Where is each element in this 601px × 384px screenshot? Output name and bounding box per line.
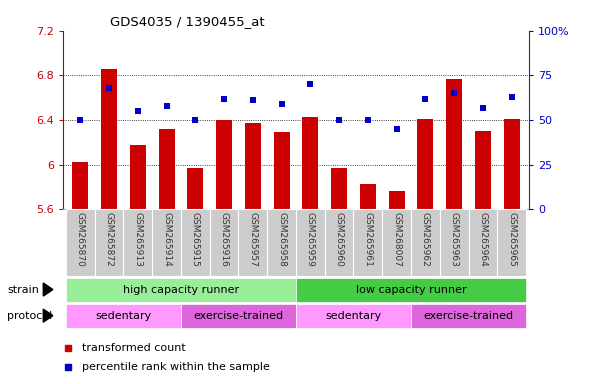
Text: exercise-trained: exercise-trained (194, 311, 284, 321)
Point (507, 94, 516, 100)
Text: sedentary: sedentary (325, 311, 382, 321)
Bar (130, 144, 146, 209)
Point (133, 108, 142, 114)
Text: low capacity runner: low capacity runner (356, 285, 466, 295)
Bar (331, 168, 347, 209)
Point (248, 97, 258, 103)
Bar (245, 123, 261, 209)
Point (450, 90, 459, 96)
Bar (446, 79, 462, 209)
Bar (325, 209, 353, 276)
Bar (296, 304, 411, 328)
Bar (296, 209, 325, 276)
Polygon shape (43, 283, 53, 296)
Bar (66, 209, 95, 276)
Text: GSM265913: GSM265913 (133, 212, 142, 267)
Bar (123, 209, 152, 276)
Bar (302, 117, 319, 209)
Bar (389, 192, 404, 209)
Text: GSM265959: GSM265959 (306, 212, 315, 267)
Text: GSM265872: GSM265872 (105, 212, 114, 267)
Text: GSM265965: GSM265965 (507, 212, 516, 267)
Text: GDS4035 / 1390455_at: GDS4035 / 1390455_at (110, 15, 264, 28)
Bar (210, 209, 239, 276)
Bar (73, 162, 88, 209)
Bar (101, 69, 117, 209)
Text: GSM265963: GSM265963 (450, 212, 459, 267)
Bar (497, 209, 526, 276)
Text: percentile rank within the sample: percentile rank within the sample (82, 362, 270, 372)
Point (305, 81, 315, 88)
Bar (469, 209, 497, 276)
Bar (296, 278, 526, 301)
Point (421, 96, 430, 102)
Bar (239, 209, 267, 276)
Bar (152, 209, 181, 276)
Text: GSM265964: GSM265964 (478, 212, 487, 267)
Bar (267, 209, 296, 276)
Bar (440, 209, 469, 276)
Text: GSM268007: GSM268007 (392, 212, 401, 267)
Bar (273, 132, 290, 209)
Point (334, 117, 344, 123)
Bar (418, 119, 433, 209)
Bar (475, 131, 491, 209)
Bar (411, 304, 526, 328)
Bar (66, 304, 181, 328)
Point (162, 103, 171, 109)
Text: high capacity runner: high capacity runner (123, 285, 239, 295)
Bar (411, 209, 440, 276)
Bar (360, 184, 376, 209)
Bar (188, 168, 203, 209)
Point (277, 101, 287, 107)
Text: GSM265961: GSM265961 (364, 212, 373, 267)
Text: protocol: protocol (7, 311, 52, 321)
Bar (95, 209, 123, 276)
Point (76, 117, 85, 123)
Bar (382, 209, 411, 276)
Bar (66, 278, 296, 301)
Text: GSM265914: GSM265914 (162, 212, 171, 267)
Point (105, 85, 114, 91)
Text: exercise-trained: exercise-trained (424, 311, 514, 321)
Text: GSM265916: GSM265916 (219, 212, 228, 267)
Text: sedentary: sedentary (96, 311, 151, 321)
Point (392, 126, 401, 132)
Text: strain: strain (7, 285, 39, 295)
Bar (353, 209, 382, 276)
Point (219, 96, 229, 102)
Text: GSM265870: GSM265870 (76, 212, 85, 267)
Text: GSM265915: GSM265915 (191, 212, 200, 267)
Bar (159, 129, 174, 209)
Point (363, 117, 373, 123)
Text: GSM265960: GSM265960 (335, 212, 344, 267)
Text: GSM265957: GSM265957 (248, 212, 257, 267)
Text: GSM265962: GSM265962 (421, 212, 430, 267)
Point (478, 104, 487, 111)
Bar (504, 119, 519, 209)
Polygon shape (43, 309, 53, 322)
Point (191, 117, 200, 123)
Bar (181, 304, 296, 328)
Bar (181, 209, 210, 276)
Text: transformed count: transformed count (82, 343, 186, 353)
Bar (216, 120, 232, 209)
Text: GSM265958: GSM265958 (277, 212, 286, 267)
